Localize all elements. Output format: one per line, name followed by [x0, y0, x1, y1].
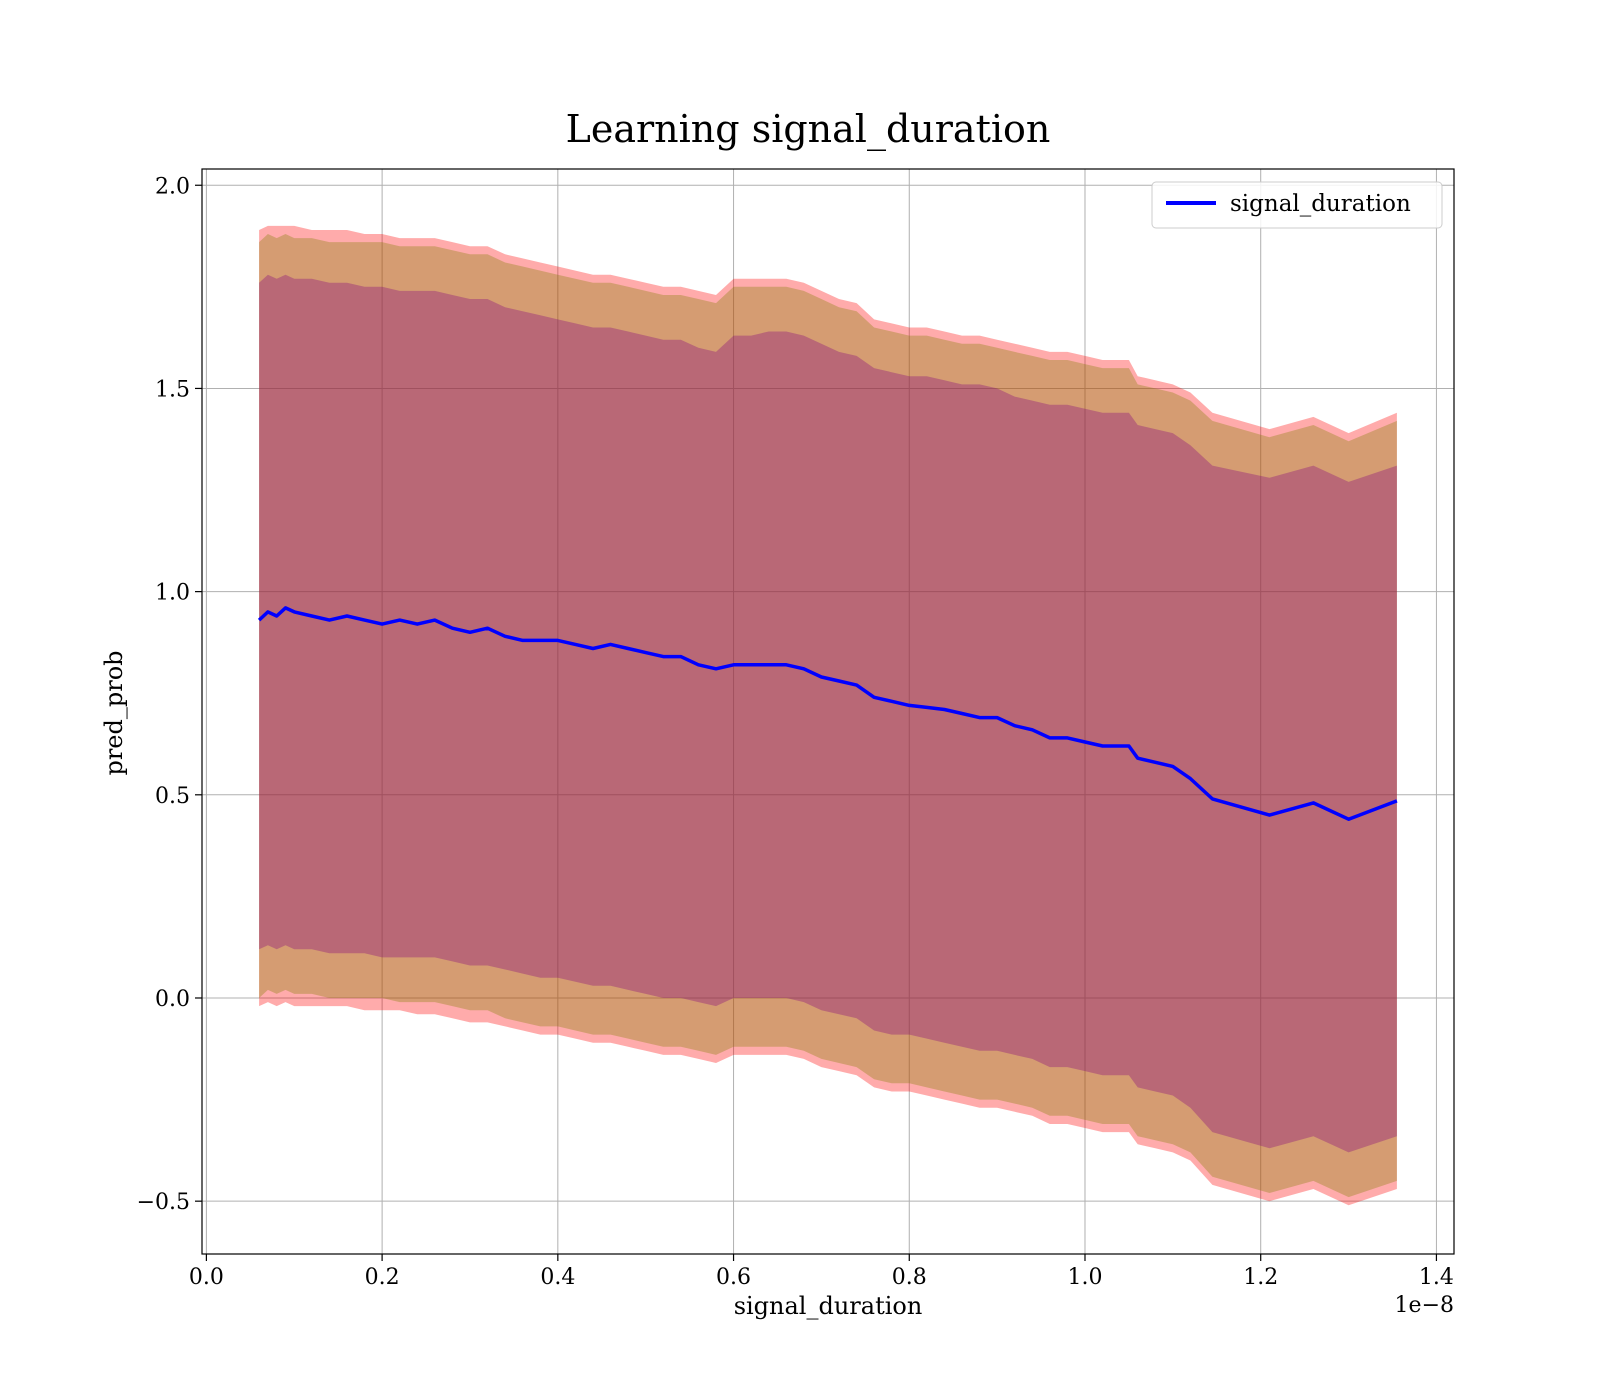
- confidence-band: [259, 234, 1397, 1198]
- x-axis-label: signal_duration: [734, 1292, 923, 1320]
- series-lines: [257, 606, 1398, 821]
- x-tick-label: 1.0: [1067, 1265, 1102, 1290]
- x-tick-label: 1.4: [1419, 1265, 1454, 1290]
- y-tick-label: 0.0: [155, 987, 190, 1012]
- y-tick-label: −0.5: [137, 1190, 190, 1215]
- series-line: [257, 606, 1398, 821]
- x-axis-offset-label: 1e−8: [1395, 1293, 1454, 1318]
- x-tick-label: 1.2: [1243, 1265, 1278, 1290]
- y-tick-label: 1.0: [155, 581, 190, 606]
- x-tick-label: 0.8: [892, 1265, 927, 1290]
- plot-area: [202, 169, 1454, 1254]
- y-tick-label: 0.5: [155, 784, 190, 809]
- x-axis-ticks: 0.0 0.2 0.4 0.6 0.8 1.0 1.2 1.4: [189, 1254, 1454, 1290]
- x-tick-label: 0.0: [189, 1265, 224, 1290]
- legend: signal_duration: [1151, 181, 1443, 229]
- plot-frame: [201, 168, 1455, 1255]
- y-tick-label: 1.5: [155, 377, 190, 402]
- grid-lines: [202, 169, 1454, 1254]
- confidence-band: [259, 225, 1397, 1206]
- confidence-band: [259, 274, 1397, 1153]
- x-tick-label: 0.4: [540, 1265, 575, 1290]
- confidence-bands: [259, 225, 1397, 1206]
- legend-entry: signal_duration: [1230, 191, 1411, 217]
- y-axis-ticks: −0.5 0.0 0.5 1.0 1.5 2.0: [137, 174, 202, 1215]
- x-tick-label: 0.2: [365, 1265, 400, 1290]
- y-tick-label: 2.0: [155, 174, 190, 199]
- chart-title: Learning signal_duration: [566, 107, 1051, 152]
- legend-box: [1151, 181, 1443, 229]
- x-tick-label: 0.6: [716, 1265, 751, 1290]
- y-axis-label: pred_prob: [100, 650, 128, 775]
